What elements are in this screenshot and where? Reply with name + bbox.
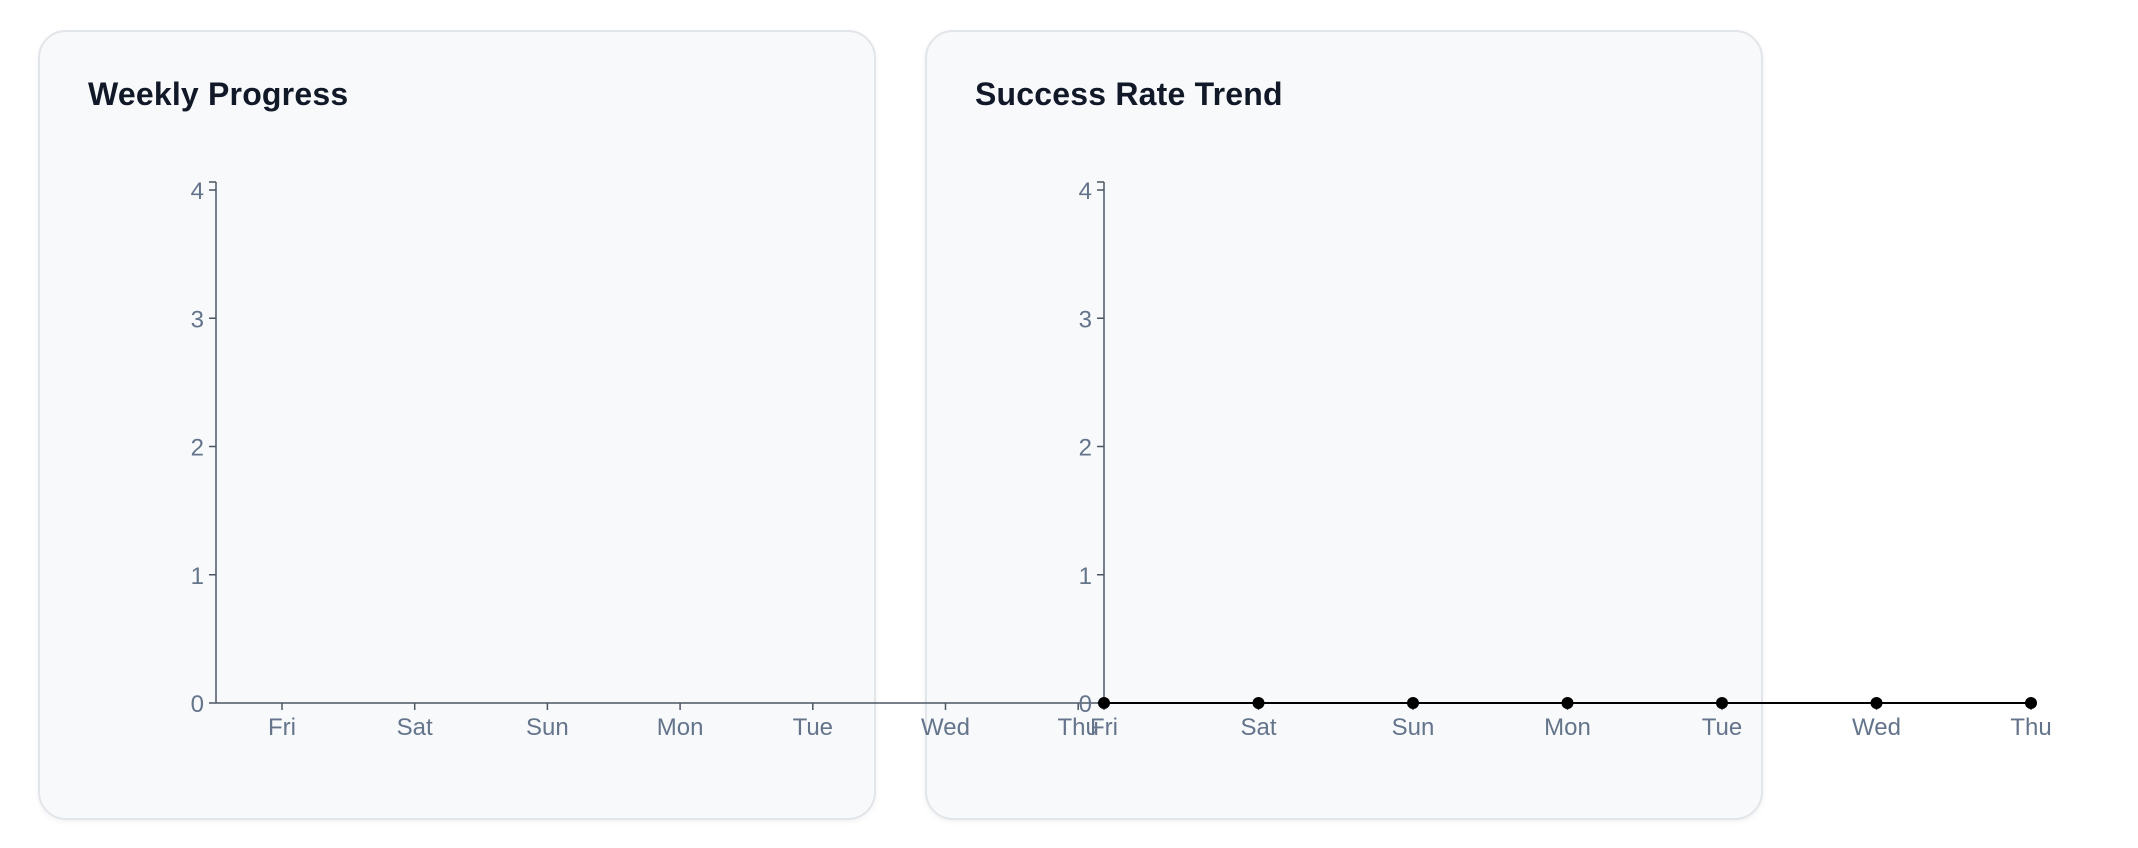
- y-tick-label: 4: [191, 178, 204, 205]
- y-tick-label: 2: [191, 435, 204, 462]
- y-tick-label: 1: [1079, 563, 1092, 590]
- x-tick-label: Fri: [1090, 714, 1118, 741]
- x-tick-label: Mon: [657, 714, 704, 741]
- y-tick-label: 3: [1079, 306, 1092, 333]
- weekly-progress-card: Weekly Progress: [38, 30, 876, 820]
- x-tick-label: Sat: [397, 714, 433, 741]
- y-tick-label: 4: [1079, 178, 1092, 205]
- y-tick-label: 0: [1079, 691, 1092, 718]
- x-tick-label: Tue: [793, 714, 833, 741]
- x-tick-label: Tue: [1702, 714, 1742, 741]
- x-tick-label: Wed: [1852, 714, 1901, 741]
- success-rate-card: Success Rate Trend: [925, 30, 1763, 820]
- y-tick-label: 1: [191, 563, 204, 590]
- x-tick-label: Sun: [1392, 714, 1435, 741]
- x-tick-label: Mon: [1544, 714, 1591, 741]
- success-rate-title: Success Rate Trend: [975, 76, 1283, 112]
- x-tick-label: Fri: [268, 714, 296, 741]
- x-tick-label: Thu: [1058, 714, 1099, 741]
- y-tick-label: 2: [1079, 435, 1092, 462]
- x-tick-label: Thu: [2010, 714, 2051, 741]
- x-tick-label: Sat: [1240, 714, 1276, 741]
- weekly-progress-title: Weekly Progress: [88, 76, 349, 112]
- y-tick-label: 3: [191, 306, 204, 333]
- y-tick-label: 0: [191, 691, 204, 718]
- x-tick-label: Sun: [526, 714, 569, 741]
- x-tick-label: Wed: [921, 714, 970, 741]
